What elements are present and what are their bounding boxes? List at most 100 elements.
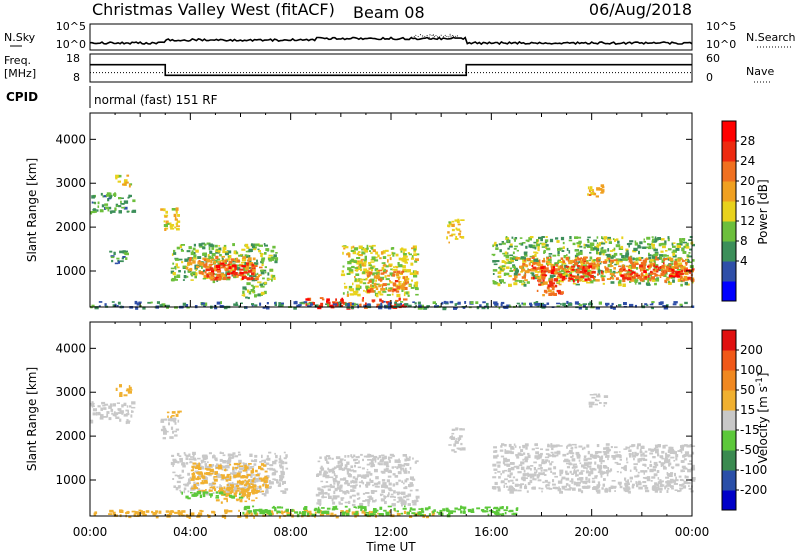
heatmap-region: [491, 443, 696, 494]
heatmap-region: [587, 184, 605, 198]
colorbar-segment: [722, 450, 736, 471]
y-tick-label: 2000: [55, 220, 86, 234]
power-ylabel: Slant Range [km]: [25, 158, 39, 262]
heatmap-region: [446, 218, 465, 244]
colorbar-tick-label: 20: [740, 174, 755, 188]
nsearch-label: N.Search: [746, 31, 796, 44]
freq-label: Freq.: [4, 54, 31, 67]
colorbar-segment: [722, 490, 736, 511]
nsky-panel: N.Sky 10^5 10^0 10^5 10^0 N.Search: [4, 20, 796, 51]
cpid-label: CPID: [6, 90, 38, 104]
time-tick-label: 00:00: [675, 525, 710, 539]
power-x-ticks: [89, 113, 693, 307]
nsky-label: N.Sky: [4, 31, 36, 44]
nave-tick-high: 60: [706, 52, 720, 65]
colorbar-segment: [722, 161, 736, 182]
nave-label: Nave: [746, 65, 774, 78]
heatmap-region: [366, 269, 409, 293]
colorbar-tick-label: 16: [740, 194, 755, 208]
y-tick-label: 1000: [55, 264, 86, 278]
colorbar-tick-label: 12: [740, 214, 755, 228]
colorbar-segment: [722, 221, 736, 242]
colorbar-segment: [722, 350, 736, 371]
colorbar-tick-label: 15: [740, 403, 755, 417]
heatmap-region: [315, 453, 420, 507]
time-axis-labels: 00:00 04:00 08:00 12:00 16:00 20:00 00:00: [73, 525, 710, 539]
freq-tick-high: 18: [66, 52, 80, 65]
heatmap-region: [109, 250, 129, 265]
power-y-axis: 1000 2000 3000 4000: [55, 132, 692, 278]
colorbar-tick-label: 100: [740, 363, 763, 377]
velocity-heatmap: [90, 384, 696, 520]
y-tick-label: 4000: [55, 341, 86, 355]
colorbar-tick-label: 28: [740, 134, 755, 148]
y-tick-label: 3000: [55, 385, 86, 399]
colorbar-tick-label: -50: [740, 443, 760, 457]
heatmap-region: [588, 393, 609, 408]
power-heatmap: [90, 174, 695, 311]
heatmap-region: [448, 427, 466, 453]
colorbar-segment: [722, 261, 736, 282]
heatmap-region: [190, 462, 269, 495]
y-tick-label: 4000: [55, 132, 86, 146]
colorbar-segment: [722, 430, 736, 451]
colorbar-segment: [722, 281, 736, 302]
heatmap-region: [181, 491, 244, 500]
nsky-tick-low: 10^0: [56, 38, 86, 51]
frequency-panel: Freq. [MHz] 18 8 60 0 Nave: [4, 52, 774, 84]
heatmap-region: [203, 262, 256, 281]
station-title: Christmas Valley West (fitACF): [92, 0, 335, 19]
power-panel: 1000 2000 3000 4000 Slant Range [km] 28 24 20…: [25, 112, 770, 311]
colorbar-tick-label: -15: [740, 423, 760, 437]
heatmap-region: [115, 384, 133, 397]
velocity-colorbar-label: Velocity [m s-1]: [755, 373, 770, 464]
date-label: 06/Aug/2018: [589, 0, 692, 19]
nsky-tick-high: 10^5: [56, 20, 86, 33]
nsearch-tick-low: 10^0: [706, 38, 736, 51]
heatmap-region: [160, 207, 181, 231]
velocity-ylabel: Slant Range [km]: [25, 367, 39, 471]
colorbar-segment: [722, 390, 736, 411]
nsearch-trace: [411, 33, 459, 39]
time-tick-label: 20:00: [574, 525, 609, 539]
cpid-mode: normal (fast) 151 RF: [94, 93, 218, 107]
time-axis-label: Time UT: [365, 540, 416, 554]
time-tick-label: 08:00: [273, 525, 308, 539]
beam-label: Beam 08: [353, 3, 425, 22]
heatmap-region: [242, 505, 519, 518]
colorbar-segment: [722, 410, 736, 431]
colorbar-tick-label: -100: [740, 463, 767, 477]
y-tick-label: 2000: [55, 429, 86, 443]
colorbar-segment: [722, 121, 736, 142]
colorbar-tick-label: 24: [740, 154, 755, 168]
y-tick-label: 1000: [55, 473, 86, 487]
heatmap-region: [90, 401, 136, 425]
colorbar-segment: [722, 470, 736, 491]
colorbar-segment: [722, 141, 736, 162]
time-tick-label: 00:00: [73, 525, 108, 539]
colorbar-tick-label: 4: [740, 254, 748, 268]
colorbar-tick-label: -200: [740, 483, 767, 497]
velocity-y-axis: 1000 2000 3000 4000: [55, 341, 692, 487]
time-tick-label: 04:00: [173, 525, 208, 539]
colorbar-segment: [722, 241, 736, 262]
heatmap-region: [160, 417, 180, 440]
heatmap-region: [166, 410, 182, 419]
heatmap-region: [90, 192, 137, 215]
y-tick-label: 3000: [55, 176, 86, 190]
heatmap-region: [536, 277, 564, 297]
colorbar-segment: [722, 181, 736, 202]
heatmap-region: [512, 256, 695, 283]
power-colorbar: 28 24 20 16 12 8 4: [721, 120, 755, 302]
heatmap-region: [305, 297, 408, 310]
power-colorbar-label: Power [dB]: [756, 179, 770, 244]
heatmap-region: [115, 174, 133, 188]
nave-tick-low: 0: [706, 71, 713, 84]
colorbar-tick-label: 50: [740, 383, 755, 397]
heatmap-region: [241, 281, 268, 300]
heatmap-region: [340, 244, 420, 298]
colorbar-tick-label: 200: [740, 343, 763, 357]
nsky-trace: [90, 36, 693, 46]
colorbar-tick-label: 8: [740, 234, 748, 248]
velocity-colorbar: 200 100 50 15 -15 -50 -100 -200: [721, 329, 767, 511]
